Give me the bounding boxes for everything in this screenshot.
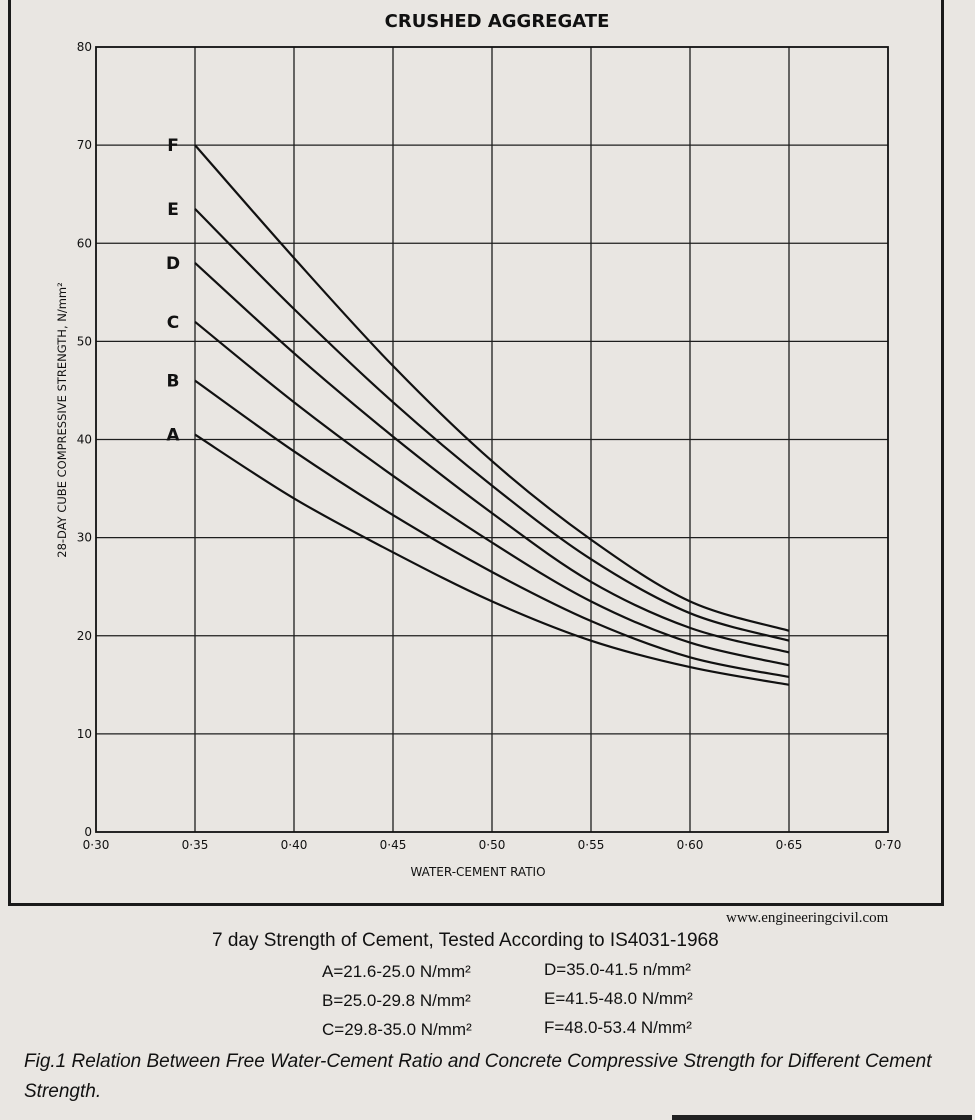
website-credit: www.engineeringcivil.com bbox=[726, 910, 889, 926]
bottom-rule bbox=[672, 1115, 972, 1120]
y-tick-label: 0 bbox=[84, 825, 92, 839]
series-line-d bbox=[194, 262, 790, 654]
chart-title: CRUSHED AGGREGATE bbox=[385, 11, 610, 32]
series-line-f bbox=[194, 144, 790, 632]
series-line-e bbox=[194, 208, 790, 642]
series-line-b bbox=[194, 379, 790, 679]
series-label-d: D bbox=[166, 254, 180, 274]
series-label-f: F bbox=[167, 136, 179, 156]
figure-caption: Fig.1 Relation Between Free Water-Cement… bbox=[24, 1051, 932, 1102]
x-tick-label: 0·45 bbox=[380, 838, 407, 852]
y-axis-label: 28-DAY CUBE COMPRESSIVE STRENGTH, N/mm² bbox=[55, 282, 69, 557]
y-tick-label: 80 bbox=[77, 40, 92, 54]
legend-item-a: A=21.6-25.0 N/mm² bbox=[322, 962, 471, 981]
series-line-a bbox=[194, 433, 790, 686]
series-lines bbox=[194, 144, 790, 686]
plot-border bbox=[95, 46, 889, 833]
grid bbox=[96, 47, 888, 832]
x-tick-label: 0·50 bbox=[479, 838, 506, 852]
series-labels: A B C D E F bbox=[166, 136, 180, 445]
series-line-c bbox=[194, 320, 790, 667]
legend-item-f: F=48.0-53.4 N/mm² bbox=[544, 1018, 692, 1037]
legend-item-d: D=35.0-41.5 n/mm² bbox=[544, 960, 691, 979]
legend-title: 7 day Strength of Cement, Tested Accordi… bbox=[212, 930, 719, 951]
x-tick-label: 0·60 bbox=[677, 838, 704, 852]
y-tick-label: 10 bbox=[77, 727, 92, 741]
chart-frame bbox=[8, 0, 944, 906]
chart: CRUSHED AGGREGATE 0·30 0·35 0·40 0·45 0·50 0·… bbox=[55, 11, 902, 879]
legend-item-e: E=41.5-48.0 N/mm² bbox=[544, 989, 693, 1008]
series-label-e: E bbox=[167, 200, 179, 220]
y-tick-label: 40 bbox=[77, 433, 92, 447]
series-label-a: A bbox=[166, 426, 180, 446]
y-tick-label: 30 bbox=[77, 531, 92, 545]
series-label-c: C bbox=[167, 313, 179, 333]
x-tick-label: 0·30 bbox=[83, 838, 110, 852]
x-tick-label: 0·35 bbox=[182, 838, 209, 852]
axes: 0·30 0·35 0·40 0·45 0·50 0·55 0·60 0·65 0·70 0 10 2… bbox=[77, 40, 902, 852]
y-tick-label: 70 bbox=[77, 138, 92, 152]
x-tick-label: 0·40 bbox=[281, 838, 308, 852]
x-axis-label: WATER-CEMENT RATIO bbox=[410, 865, 545, 879]
x-tick-label: 0·70 bbox=[875, 838, 902, 852]
y-tick-label: 60 bbox=[77, 236, 92, 250]
legend-item-c: C=29.8-35.0 N/mm² bbox=[322, 1020, 472, 1039]
legend-item-b: B=25.0-29.8 N/mm² bbox=[322, 991, 471, 1010]
x-tick-label: 0·55 bbox=[578, 838, 605, 852]
series-label-b: B bbox=[167, 372, 180, 392]
x-tick-label: 0·65 bbox=[776, 838, 803, 852]
y-tick-label: 50 bbox=[77, 334, 92, 348]
y-tick-label: 20 bbox=[77, 629, 92, 643]
